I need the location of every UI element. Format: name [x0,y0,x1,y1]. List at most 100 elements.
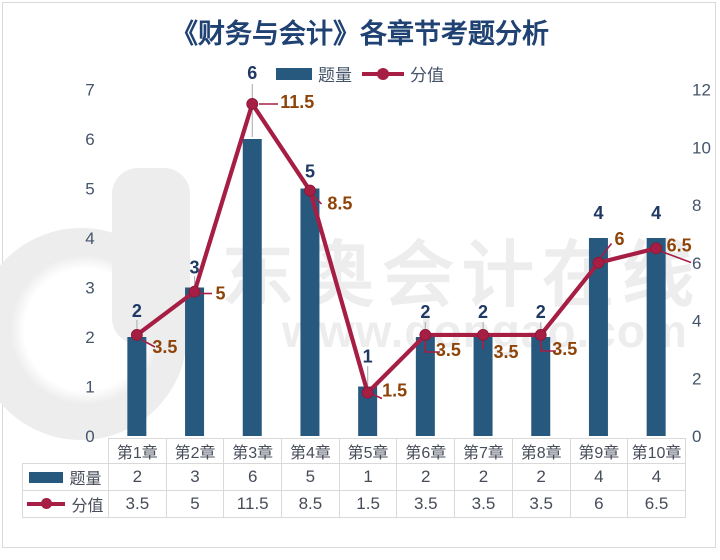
line-data-label: 5 [216,284,226,304]
line-point-第5章 [361,386,374,399]
line-data-label: 3.5 [552,339,577,359]
label-leader-line [599,243,613,258]
right-axis-tick: 8 [692,196,701,215]
table-value-cell: 6 [223,463,283,491]
line-point-第2章 [188,285,201,298]
table-value-cell: 5 [281,463,340,491]
bar-第10章 [646,238,666,436]
series-key-label: 分值 [71,498,104,515]
bar-data-label: 2 [536,302,546,322]
line-point-第6章 [419,329,432,341]
category-cell: 第7章 [454,438,513,464]
bar-第3章 [242,139,262,436]
line-point-第10章 [650,242,663,255]
bar-data-label: 6 [247,63,257,83]
bar-data-label: 2 [478,302,488,322]
right-axis-tick: 10 [692,138,711,157]
table-value-cell: 3.5 [396,490,456,518]
table-value-cell: 3.5 [454,490,513,518]
line-data-label: 1.5 [382,381,407,401]
bar-data-label: 2 [420,302,430,322]
line-marker-swatch-icon [27,498,66,509]
right-axis-tick: 6 [692,254,701,273]
table-value-cell: 4 [627,463,686,491]
table-corner-cell [23,439,109,464]
table-value-cell: 1 [338,463,398,491]
bar-第8章 [531,337,551,436]
bar-swatch-icon [29,471,64,483]
line-data-label: 3.5 [436,340,461,360]
category-cell: 第3章 [223,438,283,464]
right-axis-tick: 12 [692,81,711,100]
bar-data-label: 2 [132,301,142,321]
category-cell: 第6章 [396,438,456,464]
label-leader-line [661,250,692,264]
line-marker-swatch-icon [362,67,404,80]
series-key-label: 题量 [69,471,102,488]
category-cell: 第10章 [627,438,686,464]
table-value-cell: 2 [511,463,571,491]
legend-item-bar-series: 题量 [276,61,352,86]
line-series-path [135,101,657,395]
left-axis-tick: 2 [85,328,94,347]
left-axis-tick: 7 [85,81,94,100]
table-value-cell: 2 [454,463,513,491]
data-table: 第1章 第2章 第3章 第4章 第5章 第6章 第7章 第8章 第9章 第10章 题量 2 3 6 5 1 2 2… [22,438,686,518]
table-value-cell: 8.5 [281,490,340,518]
series-key-cell: 题量 [22,463,109,491]
bar-第7章 [473,337,493,436]
line-point-第9章 [592,256,605,269]
label-leader-line [424,341,440,353]
category-cell: 第4章 [281,438,340,464]
left-axis-tick: 6 [85,130,94,149]
line-data-label: 6.5 [667,235,692,255]
line-point-第8章 [534,329,547,341]
bar-swatch-icon [276,67,312,80]
bar-data-label: 4 [593,203,603,223]
table-value-cell: 4 [569,463,629,491]
category-cell: 第5章 [338,438,398,464]
category-cell: 第1章 [108,438,167,464]
left-axis-tick: 5 [85,180,94,199]
table-value-cell: 3.5 [511,490,571,518]
legend-label-line: 分值 [410,66,444,85]
left-axis-tick: 3 [85,279,94,298]
table-value-cell: 11.5 [223,490,283,518]
table-value-cell: 6 [569,490,629,518]
line-data-label: 3.5 [494,342,519,362]
right-axis-tick: 0 [692,427,701,446]
right-axis-tick: 4 [692,312,701,331]
right-axis-tick: 2 [692,369,701,388]
left-axis-tick: 1 [85,378,94,397]
chart-title: 《财务与会计》各章节考题分析 [171,19,549,49]
label-leader-line [312,194,323,205]
line-point-第1章 [130,329,143,341]
line-point-第4章 [304,184,316,197]
bar-第9章 [588,238,608,436]
bar-data-label: 1 [363,347,373,367]
table-value-cell: 5 [165,490,225,518]
category-cell: 第8章 [511,438,571,464]
label-leader-line [540,341,556,352]
table-value-cell: 6.5 [627,490,686,518]
line-data-label: 3.5 [152,337,177,357]
legend-label-bar: 题量 [318,66,352,85]
legend-item-line-series: 分值 [362,61,444,86]
line-data-label: 8.5 [327,194,352,214]
table-value-cell: 2 [108,463,167,491]
category-cell: 第9章 [569,438,629,464]
line-data-label: 6 [614,229,624,249]
series-key-cell: 分值 [22,490,109,518]
bar-第5章 [358,386,378,436]
chart-legend: 题量 分值 [0,61,720,86]
bar-第4章 [300,188,320,436]
bar-第1章 [127,337,147,436]
line-point-第7章 [477,329,489,341]
bar-data-label: 5 [305,162,315,182]
bar-第2章 [185,287,205,436]
line-point-第3章 [246,98,259,110]
line-data-label: 11.5 [280,92,314,112]
bar-data-label: 4 [651,203,661,223]
bar-data-label: 3 [190,258,200,278]
table-value-cell: 3.5 [108,490,167,518]
